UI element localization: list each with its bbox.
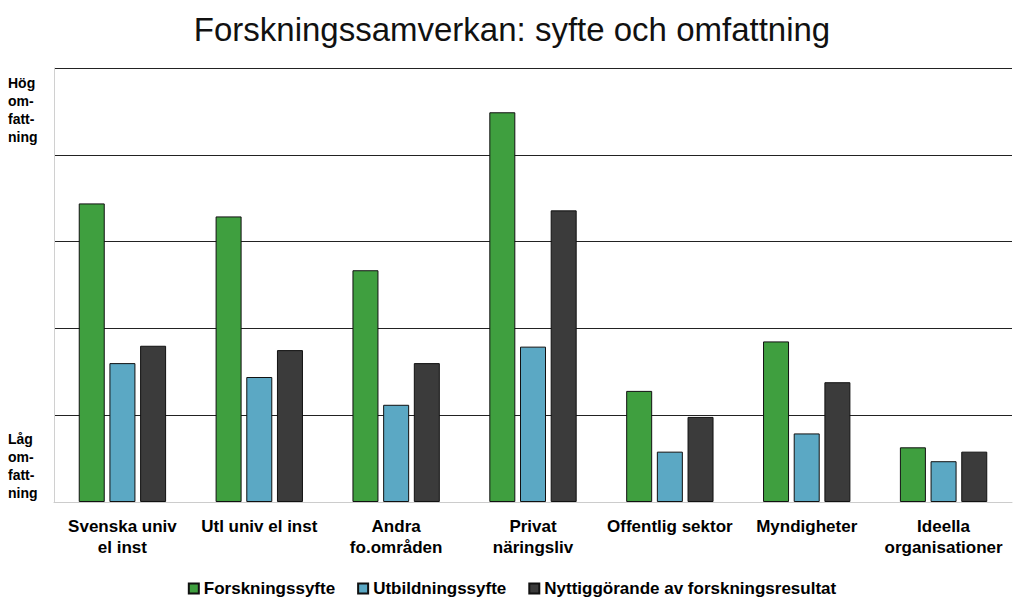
svg-text:Hög: Hög bbox=[8, 75, 35, 91]
svg-text:fatt-: fatt- bbox=[8, 467, 35, 483]
svg-text:Svenska univ: Svenska univ bbox=[68, 517, 177, 536]
svg-text:ning: ning bbox=[8, 129, 38, 145]
svg-text:Låg: Låg bbox=[8, 431, 33, 447]
svg-text:ning: ning bbox=[8, 485, 38, 501]
svg-text:Utbildningssyfte: Utbildningssyfte bbox=[373, 579, 506, 598]
svg-text:Privat: Privat bbox=[509, 517, 557, 536]
svg-text:el inst: el inst bbox=[98, 538, 147, 557]
svg-text:Myndigheter: Myndigheter bbox=[756, 517, 857, 536]
svg-text:Ideella: Ideella bbox=[917, 517, 970, 536]
svg-text:Utl univ el inst: Utl univ el inst bbox=[201, 517, 318, 536]
svg-text:Nyttiggörande av forskningsres: Nyttiggörande av forskningsresultat bbox=[544, 579, 836, 598]
svg-text:fo.områden: fo.områden bbox=[350, 538, 443, 557]
svg-text:om-: om- bbox=[8, 449, 34, 465]
svg-text:näringsliv: näringsliv bbox=[493, 538, 574, 557]
svg-text:Forskningssamverkan: syfte och: Forskningssamverkan: syfte och omfattnin… bbox=[194, 11, 830, 48]
svg-text:om-: om- bbox=[8, 93, 34, 109]
svg-text:Offentlig sektor: Offentlig sektor bbox=[607, 517, 733, 536]
svg-text:Andra: Andra bbox=[372, 517, 422, 536]
svg-text:organisationer: organisationer bbox=[885, 538, 1003, 557]
svg-text:Forskningssyfte: Forskningssyfte bbox=[204, 579, 335, 598]
svg-text:fatt-: fatt- bbox=[8, 111, 35, 127]
